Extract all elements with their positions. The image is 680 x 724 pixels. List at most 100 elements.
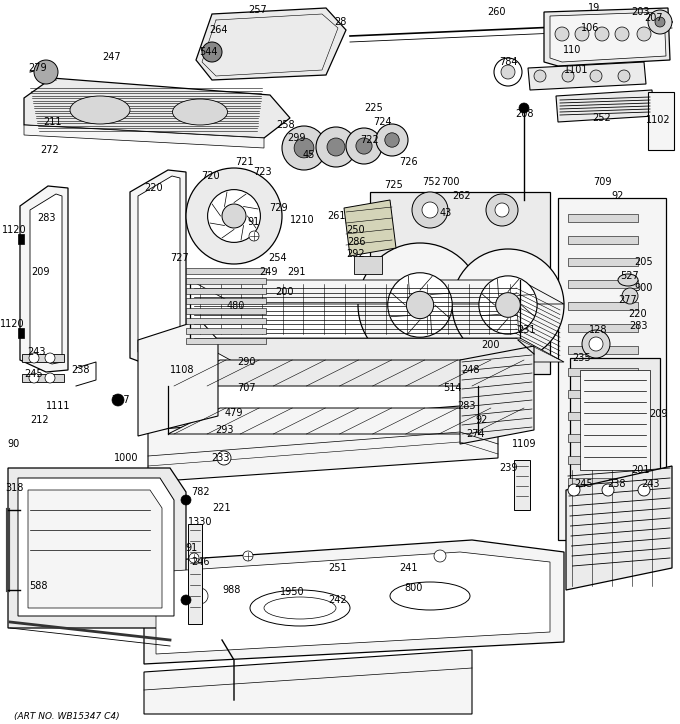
Text: 277: 277 bbox=[619, 295, 637, 305]
Circle shape bbox=[486, 194, 518, 226]
Text: 514: 514 bbox=[443, 383, 461, 393]
Circle shape bbox=[589, 337, 603, 351]
Text: 1950: 1950 bbox=[279, 587, 305, 597]
Circle shape bbox=[388, 273, 452, 337]
Text: 290: 290 bbox=[237, 357, 255, 367]
Text: 900: 900 bbox=[635, 283, 653, 293]
Text: 90: 90 bbox=[8, 439, 20, 449]
Text: 782: 782 bbox=[190, 487, 209, 497]
Text: 727: 727 bbox=[171, 253, 189, 263]
Circle shape bbox=[434, 550, 446, 562]
Circle shape bbox=[637, 27, 651, 41]
Bar bbox=[568, 434, 638, 442]
Ellipse shape bbox=[173, 99, 228, 125]
Text: 723: 723 bbox=[253, 167, 271, 177]
Polygon shape bbox=[138, 320, 218, 436]
Text: 231: 231 bbox=[517, 325, 535, 335]
Circle shape bbox=[422, 202, 438, 218]
Text: 245: 245 bbox=[575, 479, 594, 489]
Polygon shape bbox=[344, 200, 396, 256]
Bar bbox=[568, 236, 638, 244]
Text: 225: 225 bbox=[364, 103, 384, 113]
Bar bbox=[186, 268, 266, 274]
Circle shape bbox=[590, 70, 602, 82]
Bar bbox=[580, 370, 650, 470]
Polygon shape bbox=[30, 194, 62, 364]
Text: 242: 242 bbox=[328, 595, 347, 605]
Circle shape bbox=[555, 27, 569, 41]
Text: 264: 264 bbox=[209, 25, 227, 35]
Circle shape bbox=[618, 70, 630, 82]
Text: 238: 238 bbox=[71, 365, 89, 375]
Text: 91: 91 bbox=[186, 543, 198, 553]
Bar bbox=[568, 390, 638, 398]
Text: 1101: 1101 bbox=[564, 65, 588, 75]
Polygon shape bbox=[550, 12, 666, 62]
Text: 283: 283 bbox=[457, 401, 475, 411]
Polygon shape bbox=[190, 338, 564, 362]
Bar bbox=[186, 278, 266, 284]
Text: 283: 283 bbox=[629, 321, 647, 331]
Text: 260: 260 bbox=[487, 7, 505, 17]
Circle shape bbox=[29, 353, 39, 363]
Text: 707: 707 bbox=[237, 383, 255, 393]
Text: 729: 729 bbox=[270, 203, 288, 213]
Circle shape bbox=[294, 138, 314, 158]
Text: 722: 722 bbox=[360, 135, 379, 145]
Text: 243: 243 bbox=[641, 479, 659, 489]
Circle shape bbox=[495, 203, 509, 217]
Circle shape bbox=[181, 595, 191, 605]
Circle shape bbox=[112, 394, 124, 406]
Circle shape bbox=[494, 58, 522, 86]
Text: 292: 292 bbox=[347, 249, 365, 259]
Bar bbox=[568, 280, 638, 288]
Bar bbox=[568, 478, 638, 486]
Bar bbox=[568, 214, 638, 222]
Text: 247: 247 bbox=[103, 52, 121, 62]
Circle shape bbox=[316, 127, 356, 167]
Bar bbox=[188, 524, 202, 624]
Text: 544: 544 bbox=[199, 47, 217, 57]
Text: 1102: 1102 bbox=[646, 115, 670, 125]
Text: 221: 221 bbox=[213, 503, 231, 513]
Polygon shape bbox=[24, 125, 264, 148]
Bar bbox=[186, 298, 266, 304]
Text: 92: 92 bbox=[612, 191, 624, 201]
Polygon shape bbox=[8, 468, 186, 628]
Text: 480: 480 bbox=[227, 301, 245, 311]
Circle shape bbox=[189, 553, 199, 563]
Bar bbox=[568, 368, 638, 376]
Bar bbox=[186, 308, 266, 314]
Circle shape bbox=[655, 17, 665, 27]
Text: 106: 106 bbox=[581, 23, 599, 33]
Text: 725: 725 bbox=[385, 180, 403, 190]
Polygon shape bbox=[20, 186, 68, 372]
Circle shape bbox=[602, 484, 614, 496]
Text: 293: 293 bbox=[215, 425, 233, 435]
Text: 238: 238 bbox=[607, 479, 625, 489]
Text: 721: 721 bbox=[235, 157, 254, 167]
Polygon shape bbox=[190, 280, 564, 304]
Circle shape bbox=[496, 292, 520, 317]
Circle shape bbox=[638, 484, 650, 496]
Polygon shape bbox=[130, 170, 186, 370]
Circle shape bbox=[222, 204, 246, 228]
Circle shape bbox=[575, 27, 589, 41]
Polygon shape bbox=[156, 552, 550, 654]
Bar bbox=[568, 302, 638, 310]
Text: 241: 241 bbox=[398, 563, 418, 573]
Bar bbox=[568, 500, 638, 508]
Polygon shape bbox=[148, 406, 498, 482]
Text: 800: 800 bbox=[405, 583, 423, 593]
Text: 1210: 1210 bbox=[290, 215, 314, 225]
Circle shape bbox=[207, 190, 260, 243]
Polygon shape bbox=[570, 358, 660, 480]
Polygon shape bbox=[528, 62, 646, 90]
Bar bbox=[354, 256, 382, 274]
Text: 252: 252 bbox=[593, 113, 611, 123]
Bar bbox=[186, 338, 266, 344]
Polygon shape bbox=[144, 650, 472, 714]
Circle shape bbox=[501, 65, 515, 79]
Text: 1109: 1109 bbox=[512, 439, 537, 449]
Text: 207: 207 bbox=[645, 13, 663, 23]
